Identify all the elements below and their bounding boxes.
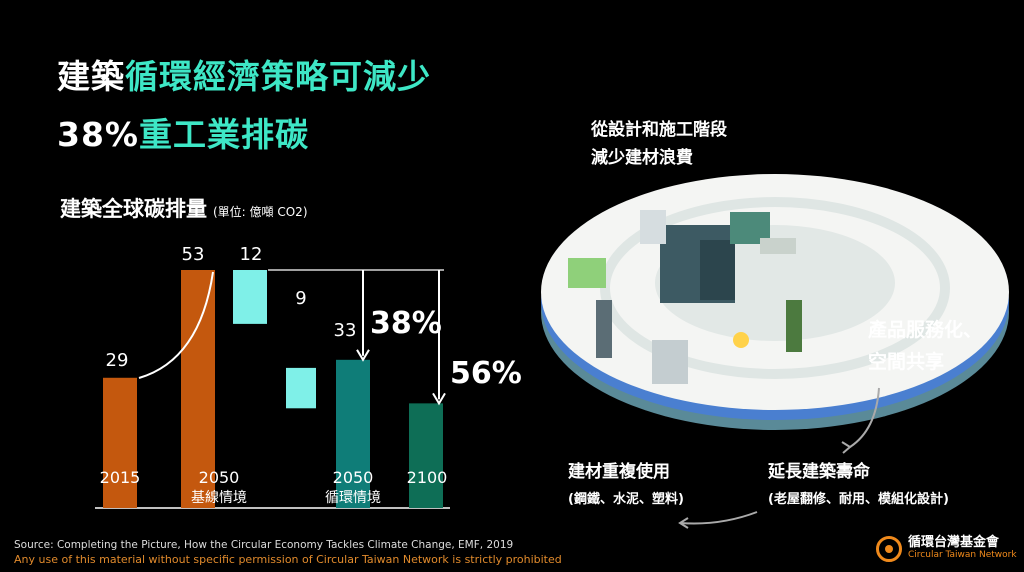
chart-title-label: 建築全球碳排量: [60, 197, 207, 221]
building-side-icon: [700, 240, 735, 300]
logo: 循環台灣基金會 Circular Taiwan Network: [876, 536, 1017, 562]
drill-icon: [596, 300, 612, 358]
lightbulb-icon: [733, 332, 749, 348]
value-label-3: 9: [295, 288, 306, 309]
caption-extend-main: 延長建築壽命: [768, 462, 870, 482]
source-note: Source: Completing the Picture, How the …: [14, 539, 514, 551]
percent-label-38: 38%: [370, 306, 442, 341]
caption-service: 產品服務化、 空間共享: [868, 314, 982, 378]
caption-design-line1: 從設計和施工階段: [591, 120, 727, 140]
copyright-warning: Any use of this material without specifi…: [14, 553, 562, 566]
logo-text: 循環台灣基金會 Circular Taiwan Network: [908, 536, 1017, 562]
materials-crate-icon: [568, 258, 606, 288]
category-label-1-1: 基線情境: [191, 489, 247, 506]
bar-0: [103, 377, 137, 508]
arrow-56-head: [432, 392, 446, 406]
bar-2: [336, 359, 370, 508]
blueprint-icon: [640, 210, 666, 244]
reduction-box-1: [286, 367, 316, 409]
arrow-38-head: [356, 349, 370, 362]
headline-accent-2: 重工業排碳: [139, 115, 309, 154]
caption-service-line1: 產品服務化、: [868, 319, 983, 341]
truck-icon: [760, 238, 796, 254]
recycle-bin-icon: [652, 340, 688, 384]
caption-extend-sub: (老屋翻修、耐用、模組化設計): [768, 492, 949, 507]
category-label-3-0: 2100: [407, 468, 448, 487]
headline-line2: 38%重工業排碳: [57, 108, 309, 156]
bar-3: [409, 403, 443, 508]
headline-accent-1: 循環經濟策略可減少: [125, 57, 431, 96]
headline-plain-1: 建築: [57, 57, 125, 96]
logo-mark-icon: [876, 536, 902, 562]
growth-curve: [138, 271, 214, 379]
value-label-4: 33: [334, 320, 357, 341]
arrow-head-1: [841, 441, 852, 454]
caption-extend: 延長建築壽命 (老屋翻修、耐用、模組化設計): [768, 458, 949, 514]
logo-name-en: Circular Taiwan Network: [908, 550, 1017, 560]
chart-title: 建築全球碳排量 (單位: 億噸 CO2): [60, 193, 308, 223]
arrow-head-2: [678, 517, 689, 529]
value-label-2: 12: [240, 244, 263, 265]
caption-design-line2: 減少建材浪費: [591, 148, 693, 168]
caption-reuse: 建材重複使用 (鋼鐵、水泥、塑料): [568, 458, 684, 514]
logo-name-zh: 循環台灣基金會: [908, 535, 1000, 550]
reduction-box-0: [233, 270, 267, 324]
caption-reuse-main: 建材重複使用: [568, 462, 670, 482]
caption-design: 從設計和施工階段 減少建材浪費: [591, 116, 727, 172]
worker-icon: [786, 300, 802, 352]
category-label-2-1: 循環情境: [325, 490, 381, 506]
caption-service-line2: 空間共享: [868, 351, 945, 373]
value-label-0: 29: [106, 350, 129, 371]
category-label-0-0: 2015: [100, 468, 141, 487]
headline-line1: 建築循環經濟策略可減少: [57, 50, 431, 98]
category-label-2-0: 2050: [333, 468, 374, 487]
caption-reuse-sub: (鋼鐵、水泥、塑料): [568, 492, 684, 507]
arrow-extend-to-reuse: [679, 511, 758, 525]
circular-building-illustration: [541, 174, 1009, 430]
arrow-service-to-extend: [849, 387, 880, 448]
percent-label-56: 56%: [450, 356, 522, 391]
category-label-1-0: 2050: [199, 468, 240, 487]
headline-plain-2: 38%: [57, 115, 139, 154]
value-label-1: 53: [182, 244, 205, 265]
bar-1: [181, 270, 215, 508]
chart-unit: (單位: 億噸 CO2): [213, 205, 308, 219]
